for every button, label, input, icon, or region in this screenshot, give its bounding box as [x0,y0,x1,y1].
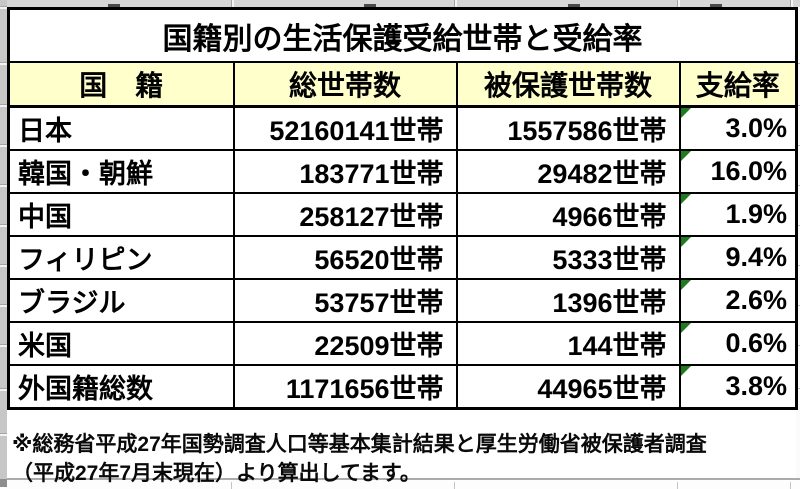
cell-country[interactable]: 日本 [7,105,235,151]
grid-row-separator [0,62,7,65]
grid-row-separator [796,145,800,146]
grid-row-separator [796,63,800,64]
footnote-line1: ※総務省平成27年国勢調査人口等基本集計結果と厚生労働省被保護者調査 [12,433,707,456]
grid-column-separator [790,0,793,7]
table-row: フィリピン 56520世帯 5333世帯 9.4% [7,235,798,280]
grid-column-separator [677,482,678,489]
cell-error-indicator-icon [681,195,691,204]
cell-error-indicator-icon [681,152,691,161]
table-title-row: 国籍別の生活保護受給世帯と受給率 [7,7,798,63]
spreadsheet-bottom-row-cutoff [7,478,800,489]
cell-total-households[interactable]: 52160141世帯 [232,105,458,151]
cell-country[interactable]: 中国 [7,192,235,237]
grid-row-separator [796,185,800,186]
grid-row-separator [0,104,7,107]
header-total-households[interactable]: 総世帯数 [232,61,458,108]
rate-value: 2.6% [725,285,787,315]
grid-column-separator [231,0,234,7]
grid-column-separator [677,0,680,7]
grid-row-separator [796,225,800,226]
cell-rate[interactable]: 16.0% [678,149,798,194]
grid-row-separator [0,388,7,391]
table-row: 中国 258127世帯 4966世帯 1.9% [7,192,798,237]
footnote-line2: （平成27年7月末現在）より算出してます。 [12,462,421,485]
grid-row-separator [0,433,7,436]
cutoff-text-fragment [568,4,580,7]
grid-row-separator [0,6,7,9]
rate-value: 9.4% [725,242,787,272]
header-rate[interactable]: 支給率 [678,61,798,108]
cell-rate[interactable]: 2.6% [678,278,798,323]
grid-row-separator [0,144,7,147]
header-protected-households[interactable]: 被保護世帯数 [455,61,681,108]
grid-column-separator [790,482,791,489]
grid-row-separator [0,184,7,187]
cell-error-indicator-icon [681,238,691,247]
table-title-cell[interactable]: 国籍別の生活保護受給世帯と受給率 [7,7,798,63]
cell-rate[interactable]: 1.9% [678,192,798,237]
table-row: ブラジル 53757世帯 1396世帯 2.6% [7,278,798,323]
cell-total-households[interactable]: 183771世帯 [232,149,458,194]
table-row: 米国 22509世帯 144世帯 0.6% [7,321,798,366]
rate-value: 3.0% [725,113,787,143]
cutoff-text-fragment [710,4,722,7]
grid-row-separator [796,265,800,266]
cell-total-households[interactable]: 22509世帯 [232,321,458,366]
cell-total-households[interactable]: 1171656世帯 [232,364,458,410]
cell-rate[interactable]: 3.0% [678,105,798,151]
rate-value: 0.6% [725,328,787,358]
cell-protected-households[interactable]: 5333世帯 [455,235,681,280]
cell-protected-households[interactable]: 1396世帯 [455,278,681,323]
grid-row-separator [0,304,7,307]
cell-protected-households[interactable]: 1557586世帯 [455,105,681,151]
welfare-by-nationality-table: 国籍別の生活保護受給世帯と受給率 国 籍 総世帯数 被保護世帯数 支給率 日本 … [7,7,798,410]
grid-row-separator [0,264,7,267]
cell-error-indicator-icon [681,324,691,333]
cell-protected-households[interactable]: 4966世帯 [455,192,681,237]
worksheet-area: 国籍別の生活保護受給世帯と受給率 国 籍 総世帯数 被保護世帯数 支給率 日本 … [7,7,798,488]
cutoff-text-fragment [108,4,120,7]
cell-total-households[interactable]: 258127世帯 [232,192,458,237]
spreadsheet-left-column-cutoff [0,0,7,487]
cell-total-households[interactable]: 53757世帯 [232,278,458,323]
cell-error-indicator-icon [681,281,691,290]
table-row: 外国籍総数 1171656世帯 44965世帯 3.8% [7,364,798,410]
cell-protected-households[interactable]: 44965世帯 [455,364,681,410]
rate-value: 16.0% [710,156,787,186]
rate-value: 3.8% [725,371,787,401]
grid-column-separator [454,482,455,489]
table-row: 日本 52160141世帯 1557586世帯 3.0% [7,105,798,151]
table-title: 国籍別の生活保護受給世帯と受給率 [162,22,643,56]
header-nationality[interactable]: 国 籍 [7,61,235,108]
cell-rate[interactable]: 0.6% [678,321,798,366]
grid-row-separator [796,105,800,106]
cell-country[interactable]: フィリピン [7,235,235,280]
source-footnote-cell[interactable]: ※総務省平成27年国勢調査人口等基本集計結果と厚生労働省被保護者調査 （平成27… [7,410,792,488]
grid-row-separator [796,345,800,346]
grid-column-separator [231,482,232,489]
cell-total-households[interactable]: 56520世帯 [232,235,458,280]
cell-protected-households[interactable]: 29482世帯 [455,149,681,194]
table-header-row: 国 籍 総世帯数 被保護世帯数 支給率 [7,61,798,108]
spreadsheet-right-gridlines [796,7,800,480]
cell-protected-households[interactable]: 144世帯 [455,321,681,366]
cell-error-indicator-icon [681,108,691,118]
cell-country[interactable]: 韓国・朝鮮 [7,149,235,194]
row-header-fragment [0,479,7,487]
cell-rate[interactable]: 9.4% [678,235,798,280]
grid-row-separator [0,224,7,227]
cutoff-text-fragment [364,4,376,7]
cell-rate[interactable]: 3.8% [678,364,798,410]
cell-country[interactable]: 外国籍総数 [7,364,235,410]
grid-column-separator [454,0,457,7]
grid-row-separator [796,388,800,389]
cell-country[interactable]: ブラジル [7,278,235,323]
cell-error-indicator-icon [681,366,691,376]
spreadsheet-top-row-cutoff [7,0,800,7]
grid-row-separator [0,344,7,347]
rate-value: 1.9% [725,199,787,229]
table-row: 韓国・朝鮮 183771世帯 29482世帯 16.0% [7,149,798,194]
cell-country[interactable]: 米国 [7,321,235,366]
grid-row-separator [796,305,800,306]
